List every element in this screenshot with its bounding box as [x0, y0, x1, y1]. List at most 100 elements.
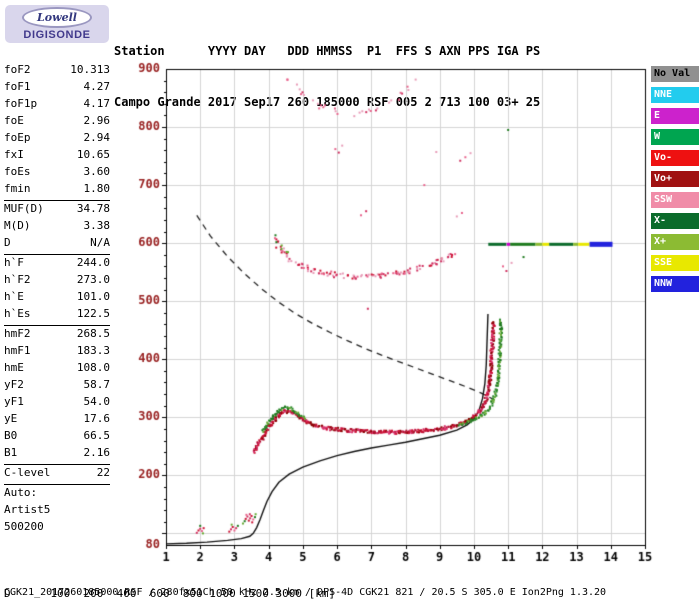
legend-x+: X+	[651, 234, 699, 250]
param-hf: h`F 244.0	[4, 256, 110, 273]
param-label: yF1	[4, 395, 24, 408]
param-clevel: C-level 22	[4, 466, 110, 483]
param-fxi: fxI 10.65	[4, 148, 110, 165]
param-hmf1: hmF1 183.3	[4, 344, 110, 361]
legend-nne: NNE	[651, 87, 699, 103]
param-label: fmin	[4, 182, 31, 195]
param-foes: foEs 3.60	[4, 165, 110, 182]
param-foe: foE 2.96	[4, 114, 110, 131]
legend-ssw: SSW	[651, 192, 699, 208]
param-label: h`F	[4, 256, 24, 269]
param-value: 58.7	[83, 378, 111, 391]
param-b0: B0 66.5	[4, 429, 110, 446]
param-value: 2.16	[83, 446, 111, 459]
param-label: B1	[4, 446, 18, 459]
param-fof1p: foF1p 4.17	[4, 97, 110, 114]
param-ye: yE 17.6	[4, 412, 110, 429]
param-label: foEp	[4, 131, 31, 144]
param-hes: h`Es 122.5	[4, 307, 110, 324]
digisonde-logo: Lowell DIGISONDE	[5, 5, 109, 43]
dmuf-table: D 100 200 400 600 800 1000 1500 3000 [km…	[4, 556, 342, 600]
param-label: foF1	[4, 80, 31, 93]
param-value: 22	[96, 466, 110, 479]
param-fof2: foF2 10.313	[4, 63, 110, 80]
param-label: D	[4, 236, 11, 249]
header-field-names: Station YYYY DAY DDD HMMSS P1 FFS S AXN …	[114, 44, 541, 58]
param-md: M(D) 3.38	[4, 219, 110, 236]
parameter-group-5: C-level 22	[4, 466, 110, 485]
param-value: 2.94	[83, 131, 111, 144]
panel-footer-3: 500200	[4, 520, 44, 533]
param-mufd: MUF(D) 34.78	[4, 202, 110, 219]
param-value: 268.5	[76, 327, 110, 340]
logo-digisonde-text: DIGISONDE	[23, 29, 91, 41]
param-value: 66.5	[83, 429, 111, 442]
param-label: h`Es	[4, 307, 31, 320]
legend-e: E	[651, 108, 699, 124]
param-fof1: foF1 4.27	[4, 80, 110, 97]
param-b1: B1 2.16	[4, 446, 110, 463]
param-value: N/A	[90, 236, 110, 249]
param-value: 4.27	[83, 80, 111, 93]
param-label: B0	[4, 429, 18, 442]
param-value: 34.78	[76, 202, 110, 215]
parameter-group-3: h`F 244.0 h`F2 273.0 h`E 101.0 h`Es 122.5	[4, 256, 110, 326]
param-label: C-level	[4, 466, 51, 479]
param-d: D N/A	[4, 236, 110, 253]
param-label: hmF2	[4, 327, 31, 340]
param-value: 3.60	[83, 165, 111, 178]
param-label: foF2	[4, 63, 31, 76]
doppler-legend: No Val NNE E W Vo- Vo+ SSW X- X+ SSE NNW	[651, 66, 699, 297]
legend-no-val: No Val	[651, 66, 699, 82]
param-value: 10.65	[76, 148, 110, 161]
param-label: MUF(D)	[4, 202, 44, 215]
param-fmin: fmin 1.80	[4, 182, 110, 199]
param-value: 108.0	[76, 361, 110, 374]
logo-oval: Lowell	[22, 7, 92, 28]
param-hf2: h`F2 273.0	[4, 273, 110, 290]
param-label: foE	[4, 114, 24, 127]
param-label: yF2	[4, 378, 24, 391]
param-value: 4.17	[83, 97, 111, 110]
parameter-panel: foF2 10.313 foF1 4.27 foF1p 4.17 foE 2.96 foEp 2.…	[4, 63, 110, 537]
param-label: M(D)	[4, 219, 31, 232]
legend-sse: SSE	[651, 255, 699, 271]
param-label: hmF1	[4, 344, 31, 357]
param-foep: foEp 2.94	[4, 131, 110, 148]
param-yf2: yF2 58.7	[4, 378, 110, 395]
param-value: 1.80	[83, 182, 111, 195]
param-value: 2.96	[83, 114, 111, 127]
ionogram-plot	[130, 60, 670, 565]
param-yf1: yF1 54.0	[4, 395, 110, 412]
param-value: 273.0	[76, 273, 110, 286]
param-value: 244.0	[76, 256, 110, 269]
param-label: h`E	[4, 290, 24, 303]
param-label: foEs	[4, 165, 31, 178]
parameter-group-4: hmF2 268.5 hmF1 183.3 hmE 108.0 yF2 58.7 yF1 54.0…	[4, 327, 110, 465]
logo-lowell-text: Lowell	[37, 11, 77, 24]
param-label: h`F2	[4, 273, 31, 286]
param-label: yE	[4, 412, 18, 425]
param-label: hmE	[4, 361, 24, 374]
distance-row: D 100 200 400 600 800 1000 1500 3000 [km…	[4, 587, 336, 600]
legend-x-: X-	[651, 213, 699, 229]
panel-footer-1: Auto:	[4, 486, 38, 499]
legend-w: W	[651, 129, 699, 145]
param-value: 54.0	[83, 395, 111, 408]
param-value: 122.5	[76, 307, 110, 320]
parameter-group-2: MUF(D) 34.78 M(D) 3.38 D N/A	[4, 202, 110, 255]
param-value: 183.3	[76, 344, 110, 357]
param-hmf2: hmF2 268.5	[4, 327, 110, 344]
parameter-group-1: foF2 10.313 foF1 4.27 foF1p 4.17 foE 2.96 foEp 2.…	[4, 63, 110, 201]
param-value: 3.38	[83, 219, 111, 232]
param-value: 10.313	[70, 63, 110, 76]
legend-vo-: Vo-	[651, 150, 699, 166]
param-hme: hmE 108.0	[4, 361, 110, 378]
param-value: 17.6	[83, 412, 111, 425]
param-label: foF1p	[4, 97, 38, 110]
legend-vo+: Vo+	[651, 171, 699, 187]
param-label: fxI	[4, 148, 24, 161]
param-he: h`E 101.0	[4, 290, 110, 307]
status-bar: CGK21_2017260185000.RSF / 280fx51Ch 50 k…	[4, 587, 607, 598]
